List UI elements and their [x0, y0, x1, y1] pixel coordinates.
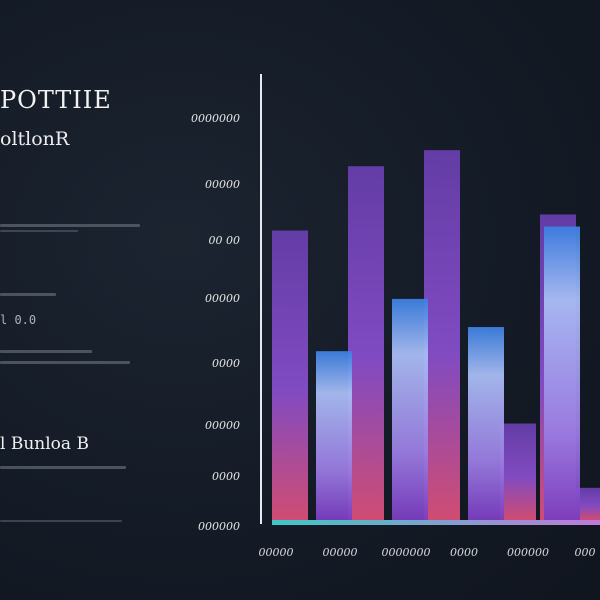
y-tick-label: 0000: [212, 357, 240, 370]
y-tick-label: 00000: [205, 178, 240, 191]
text-placeholder-line: [0, 520, 122, 522]
x-tick-label: 00000: [259, 546, 294, 559]
text-placeholder-line: [0, 361, 130, 364]
x-tick-label: 000000: [507, 546, 549, 559]
text-placeholder-line: [0, 350, 92, 353]
bar-back: [272, 230, 308, 520]
text-placeholder-line: [0, 230, 78, 232]
description-panel: POTTIIE oltlonR l 0.0 l Bunloa B: [0, 0, 250, 600]
text-placeholder-line: [0, 466, 126, 469]
front-series: [316, 226, 580, 521]
x-tick-label: 000: [575, 546, 596, 559]
x-axis-baseline: [272, 520, 600, 525]
panel-heading: l Bunloa B: [0, 434, 89, 454]
panel-note: l 0.0: [0, 313, 37, 327]
text-placeholder-line: [0, 293, 56, 296]
bar-front: [392, 298, 428, 520]
panel-subtitle: oltlonR: [0, 128, 70, 150]
bar-back: [348, 166, 384, 521]
x-tick-label: 0000: [450, 546, 478, 559]
y-tick-label: 00 00: [209, 234, 241, 247]
x-tick-label: 00000: [323, 546, 358, 559]
bar-front: [316, 351, 352, 520]
y-tick-label: 00000: [205, 419, 240, 432]
panel-title: POTTIIE: [0, 86, 112, 114]
y-tick-label: 0000000: [191, 112, 240, 125]
bar-back: [500, 423, 536, 520]
text-placeholder-line: [0, 224, 140, 227]
y-tick-label: 0000: [212, 470, 240, 483]
y-tick-label: 00000: [205, 292, 240, 305]
y-tick-label: 000000: [198, 520, 240, 533]
bar-back: [424, 150, 460, 520]
bar-front: [468, 327, 504, 520]
bar-front: [544, 226, 580, 521]
x-tick-labels: 00000 00000 0000000 0000 000000 000: [259, 546, 596, 559]
x-tick-label: 0000000: [382, 546, 431, 559]
